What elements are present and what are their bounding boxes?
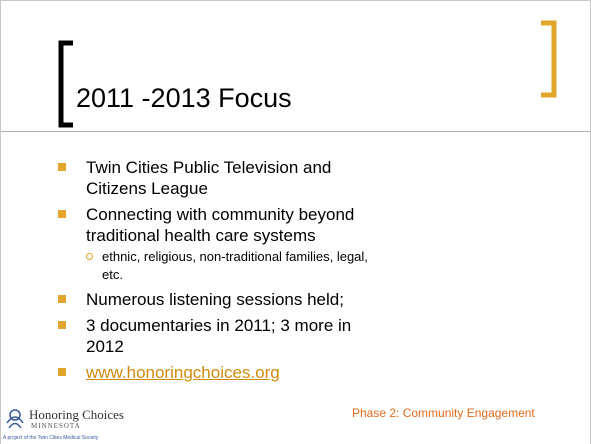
- title-rule: [1, 131, 590, 132]
- bullet-marker: [58, 368, 66, 376]
- sub-marker: [86, 253, 93, 260]
- footer-phase: Phase 2: Community Engagement: [352, 406, 535, 420]
- logo-icon: [6, 409, 24, 429]
- bullet-text: Twin Cities Public Television and Citize…: [86, 158, 332, 198]
- slide-title: 2011 -2013 Focus: [76, 83, 292, 113]
- bullet-text: 3 documentaries in 2011; 3 more in 2012: [86, 316, 352, 356]
- bullet-item: Twin Cities Public Television and Citize…: [58, 157, 528, 199]
- sub-text: ethnic, religious, non-traditional famil…: [102, 249, 368, 282]
- bullet-text: Numerous listening sessions held;: [86, 290, 344, 309]
- sub-item: ethnic, religious, non-traditional famil…: [86, 248, 372, 284]
- bullet-item: Numerous listening sessions held;: [58, 289, 528, 310]
- sub-list: ethnic, religious, non-traditional famil…: [86, 248, 528, 284]
- logo-name: Honoring Choices: [29, 407, 124, 422]
- logo-tagline: A project of the Twin Cities Medical Soc…: [3, 435, 99, 441]
- bullet-text: Connecting with community beyond traditi…: [86, 205, 355, 245]
- left-bracket: [58, 40, 73, 128]
- bullet-item: Connecting with community beyond traditi…: [58, 204, 528, 284]
- bullet-marker: [58, 163, 66, 171]
- right-bracket: [541, 20, 557, 98]
- link[interactable]: www.honoringchoices.org: [86, 363, 280, 382]
- bullet-item: 3 documentaries in 2011; 3 more in 2012: [58, 315, 528, 357]
- bullet-item: www.honoringchoices.org: [58, 362, 528, 383]
- bullet-marker: [58, 295, 66, 303]
- bullet-marker: [58, 321, 66, 329]
- logo-state: MINNESOTA: [31, 422, 81, 430]
- bullet-marker: [58, 210, 66, 218]
- bullet-list: Twin Cities Public Television and Citize…: [58, 157, 528, 388]
